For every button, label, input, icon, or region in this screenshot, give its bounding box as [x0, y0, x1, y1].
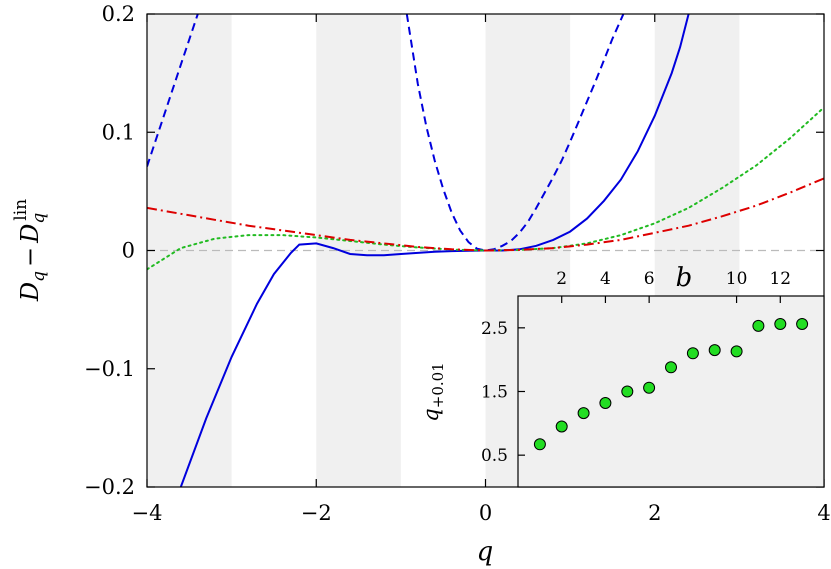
inset-background: [517, 295, 825, 488]
y-tick-label: 0.1: [102, 120, 135, 144]
inset-data-point: [621, 385, 634, 398]
inset-y-tick-label: 2.5: [481, 319, 508, 339]
x-tick-label: −2: [301, 501, 332, 525]
inset-points: [533, 318, 809, 451]
inset-x-tick-label: 10: [726, 269, 748, 289]
x-tick-label: 2: [648, 501, 661, 525]
series-dashed-2: [405, 14, 625, 252]
inset-data-point: [796, 318, 809, 330]
inset-data-point: [533, 438, 546, 451]
inset-data-point: [708, 344, 721, 357]
inset-data-point: [752, 319, 765, 332]
x-tick-label: −4: [132, 501, 163, 525]
main-x-axis: −4 −2 0 2 4: [132, 14, 831, 525]
inset-plot: 2 4 6 10 12 0.5 1.5 2.5 b q+0.01: [419, 263, 825, 488]
inset-x-label: b: [676, 263, 693, 293]
inset-x-tick-label: 2: [556, 269, 567, 289]
inset-data-point: [686, 347, 699, 360]
y-tick-label: −0.1: [84, 357, 135, 381]
curves: [147, 14, 824, 487]
inset-x-tick-label: 12: [769, 269, 791, 289]
inset-data-point: [643, 381, 656, 394]
main-x-label: q: [477, 537, 494, 567]
y-tick-label: −0.2: [84, 475, 135, 499]
inset-x-tick-label: 4: [600, 269, 611, 289]
series-dotted-3: [147, 106, 824, 271]
inset-data-point: [577, 407, 590, 420]
inset-y-tick-label: 0.5: [481, 446, 508, 466]
inset-data-point: [730, 345, 743, 358]
inset-data-point: [599, 397, 612, 409]
inset-y-axis: 0.5 1.5 2.5: [481, 319, 525, 466]
inset-y-tick-label: 1.5: [481, 383, 508, 403]
series-solid-0: [179, 14, 690, 487]
y-tick-label: 0: [122, 239, 135, 263]
inset-y-label: q+0.01: [419, 362, 447, 421]
series-dashed-1: [147, 14, 199, 167]
inset-data-point: [774, 318, 787, 330]
x-tick-label: 0: [479, 501, 492, 525]
main-y-axis: −0.2 −0.1 0 0.1 0.2: [84, 2, 824, 499]
inset-x-axis: 2 4 6 10 12: [556, 269, 791, 303]
x-tick-label: 4: [817, 501, 830, 525]
series-dashdot-4: [147, 177, 824, 252]
inset-x-tick-label: 6: [644, 269, 655, 289]
y-tick-label: 0.2: [102, 2, 135, 26]
inset-data-point: [665, 361, 677, 374]
inset-data-point: [555, 420, 568, 433]
main-y-label: Dq−Dqlin: [11, 199, 49, 302]
